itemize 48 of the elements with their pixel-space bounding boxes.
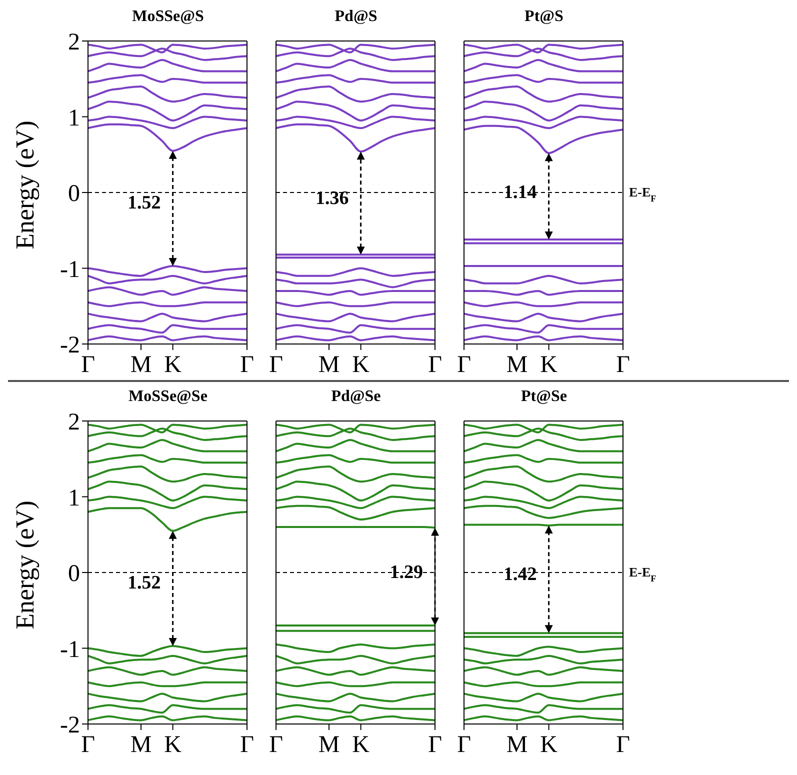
chart-title: Pt@Se	[520, 388, 568, 406]
y-tick-label: 2	[68, 410, 80, 436]
y-tick-label: -1	[60, 636, 80, 663]
y-tick-label: 1	[68, 485, 80, 512]
chart-title: Pd@Se	[330, 388, 382, 406]
y-tick-label: 1	[68, 105, 80, 132]
ref-line-label: E-E$_{F}$	[629, 184, 657, 204]
y-tick-label: 0	[68, 561, 80, 588]
x-tick-label: K	[352, 352, 370, 378]
x-tick-label: M	[130, 352, 152, 378]
x-tick-label: Γ	[457, 352, 472, 378]
x-tick-label: Γ	[81, 732, 96, 758]
x-tick-label: M	[318, 352, 340, 378]
y-axis-title: Energy (eV)	[10, 500, 40, 630]
x-tick-label: K	[352, 732, 370, 758]
chart-title: Pd@S	[334, 8, 378, 26]
y-tick-label: 0	[68, 181, 80, 208]
y-tick-label: 2	[68, 30, 80, 56]
annotation: 1.42	[504, 564, 537, 585]
annotation: 1.52	[128, 572, 161, 594]
chart-title: MoSSe@S	[131, 8, 205, 26]
x-tick-label: K	[164, 352, 182, 378]
ref-line-label: E-E$_{F}$	[629, 564, 657, 584]
x-tick-label: M	[506, 352, 528, 378]
x-tick-label: Γ	[428, 732, 442, 758]
x-tick-label: Γ	[616, 352, 630, 378]
y-tick-label: -1	[60, 256, 80, 283]
x-tick-label: K	[540, 352, 558, 378]
x-tick-label: Γ	[457, 732, 472, 758]
x-tick-label: Γ	[240, 732, 254, 758]
chart-title: Pt@S	[524, 8, 564, 26]
y-axis-title: Energy (eV)	[10, 120, 40, 250]
x-tick-label: Γ	[616, 732, 630, 758]
x-tick-label: Γ	[269, 352, 284, 378]
x-tick-label: Γ	[81, 352, 96, 378]
y-tick-label: -2	[60, 712, 80, 739]
x-tick-label: Γ	[428, 352, 442, 378]
x-tick-label: K	[164, 732, 182, 758]
x-tick-label: Γ	[240, 352, 254, 378]
chart-title: MoSSe@Se	[128, 388, 208, 406]
y-tick-label: -2	[60, 332, 80, 359]
x-tick-label: K	[540, 732, 558, 758]
x-tick-label: M	[318, 732, 340, 758]
x-tick-label: M	[130, 732, 152, 758]
annotation: 1.52	[128, 192, 161, 214]
x-tick-label: Γ	[269, 732, 284, 758]
annotation: 1.29	[390, 562, 423, 583]
x-tick-label: M	[506, 732, 528, 758]
